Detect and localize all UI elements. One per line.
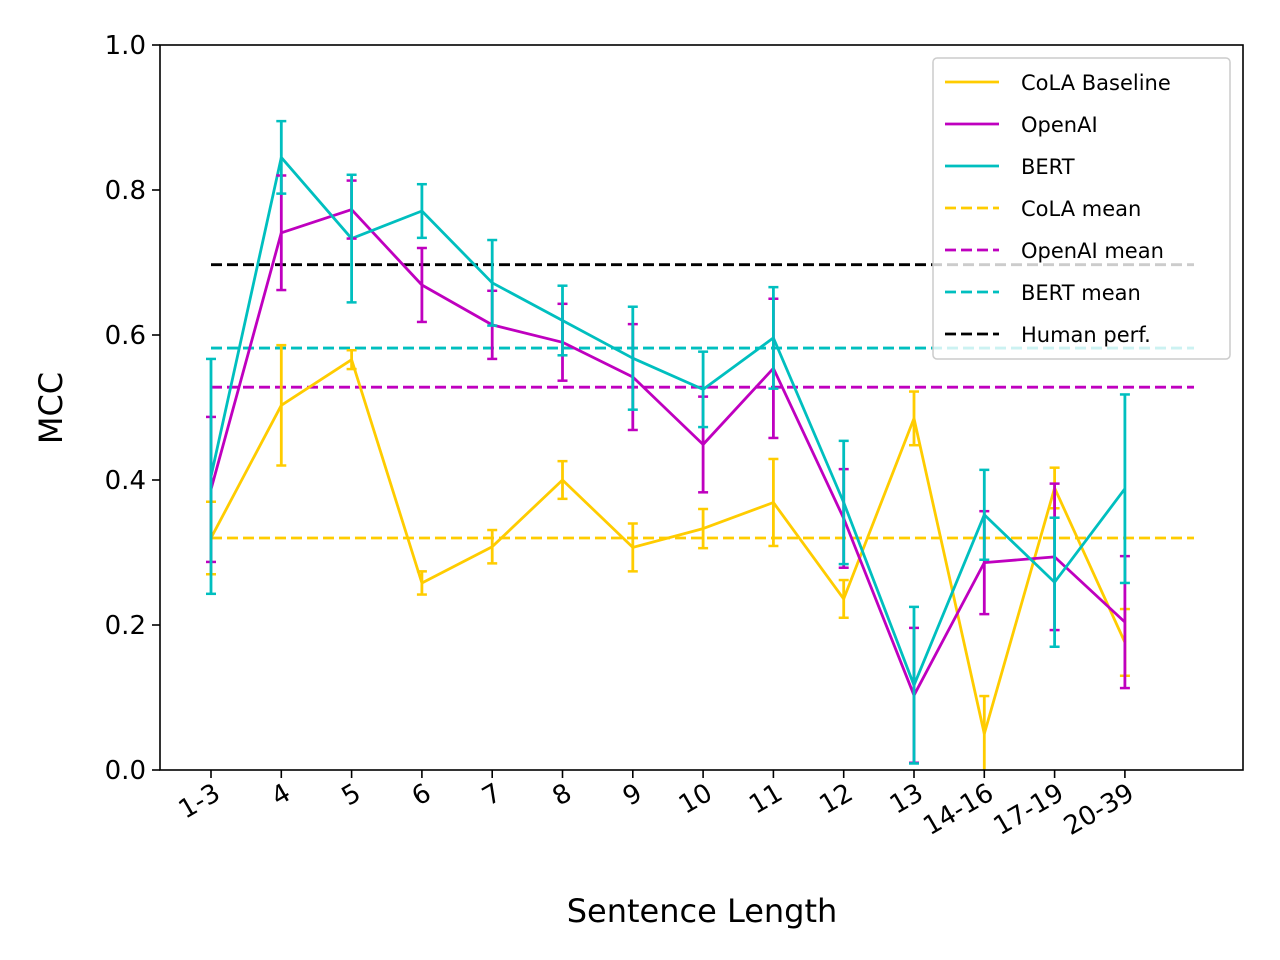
y-tick-label: 0.4 bbox=[105, 466, 146, 496]
error-bar-bert bbox=[416, 182, 427, 240]
legend-label: Human perf. bbox=[1021, 323, 1151, 347]
error-bar-cola-baseline bbox=[838, 578, 849, 619]
error-bar-bert bbox=[276, 119, 287, 195]
legend-label: CoLA mean bbox=[1021, 197, 1141, 221]
y-tick-label: 0.2 bbox=[105, 611, 146, 641]
error-bar-cola-baseline bbox=[627, 522, 638, 573]
error-bar-bert bbox=[909, 605, 919, 765]
legend-entry-openai-mean: OpenAI mean bbox=[945, 239, 1164, 263]
error-bar-bert bbox=[206, 357, 216, 596]
error-bar-cola-baseline bbox=[346, 348, 357, 371]
series-line-cola-baseline bbox=[209, 358, 1127, 736]
legend-entry-openai: OpenAI bbox=[945, 113, 1098, 137]
legend-entry-cola-baseline: CoLA Baseline bbox=[945, 71, 1171, 95]
legend-box bbox=[932, 57, 1231, 360]
x-axis-title: Sentence Length bbox=[567, 892, 838, 930]
error-bars bbox=[206, 119, 1130, 770]
error-bar-bert bbox=[1049, 516, 1060, 648]
error-bar-cola-baseline bbox=[698, 507, 709, 550]
error-bar-bert bbox=[698, 350, 709, 429]
plot-frame bbox=[159, 44, 1244, 771]
error-bar-bert bbox=[557, 284, 568, 357]
y-tick-label: 0.0 bbox=[105, 756, 146, 786]
error-bar-bert bbox=[979, 468, 990, 561]
error-bar-bert bbox=[1119, 393, 1130, 585]
error-bar-bert bbox=[838, 439, 849, 566]
error-bar-bert bbox=[768, 285, 779, 390]
legend-label: CoLA Baseline bbox=[1021, 71, 1171, 95]
y-axis: 0.0 0.2 0.4 0.6 0.8 1.0 bbox=[105, 31, 160, 786]
y-tick-label: 0.6 bbox=[105, 321, 146, 351]
error-bar-bert bbox=[346, 173, 357, 304]
legend-entry-bert-mean: BERT mean bbox=[945, 281, 1141, 305]
error-bar-cola-baseline bbox=[768, 457, 779, 548]
y-tick-label: 1.0 bbox=[105, 31, 146, 61]
y-tick-label: 0.8 bbox=[105, 176, 146, 206]
legend: CoLA Baseline OpenAI BERT CoLA mean OpenAI m… bbox=[932, 57, 1231, 360]
legend-entry-human-perf: Human perf. bbox=[945, 323, 1151, 347]
legend-label: OpenAI mean bbox=[1021, 239, 1164, 263]
error-bar-bert bbox=[627, 305, 638, 411]
error-bar-cola-baseline bbox=[979, 694, 990, 770]
y-axis-title: MCC bbox=[32, 372, 70, 444]
legend-label: OpenAI bbox=[1021, 113, 1098, 137]
series-line-bert bbox=[209, 155, 1127, 687]
series-line-openai bbox=[209, 208, 1126, 697]
error-bar-bert bbox=[487, 238, 498, 327]
error-bar-cola-baseline bbox=[909, 390, 919, 447]
error-bar-cola-baseline bbox=[416, 570, 427, 596]
legend-entry-bert: BERT bbox=[945, 155, 1075, 179]
legend-label: BERT bbox=[1021, 155, 1075, 179]
error-bar-cola-baseline bbox=[276, 343, 287, 467]
error-bar-openai bbox=[416, 246, 427, 324]
error-bar-cola-baseline bbox=[487, 528, 498, 565]
error-bar-cola-baseline bbox=[557, 459, 568, 501]
series-lines bbox=[209, 155, 1127, 736]
legend-label: BERT mean bbox=[1021, 281, 1141, 305]
legend-entry-cola-mean: CoLA mean bbox=[945, 197, 1141, 221]
